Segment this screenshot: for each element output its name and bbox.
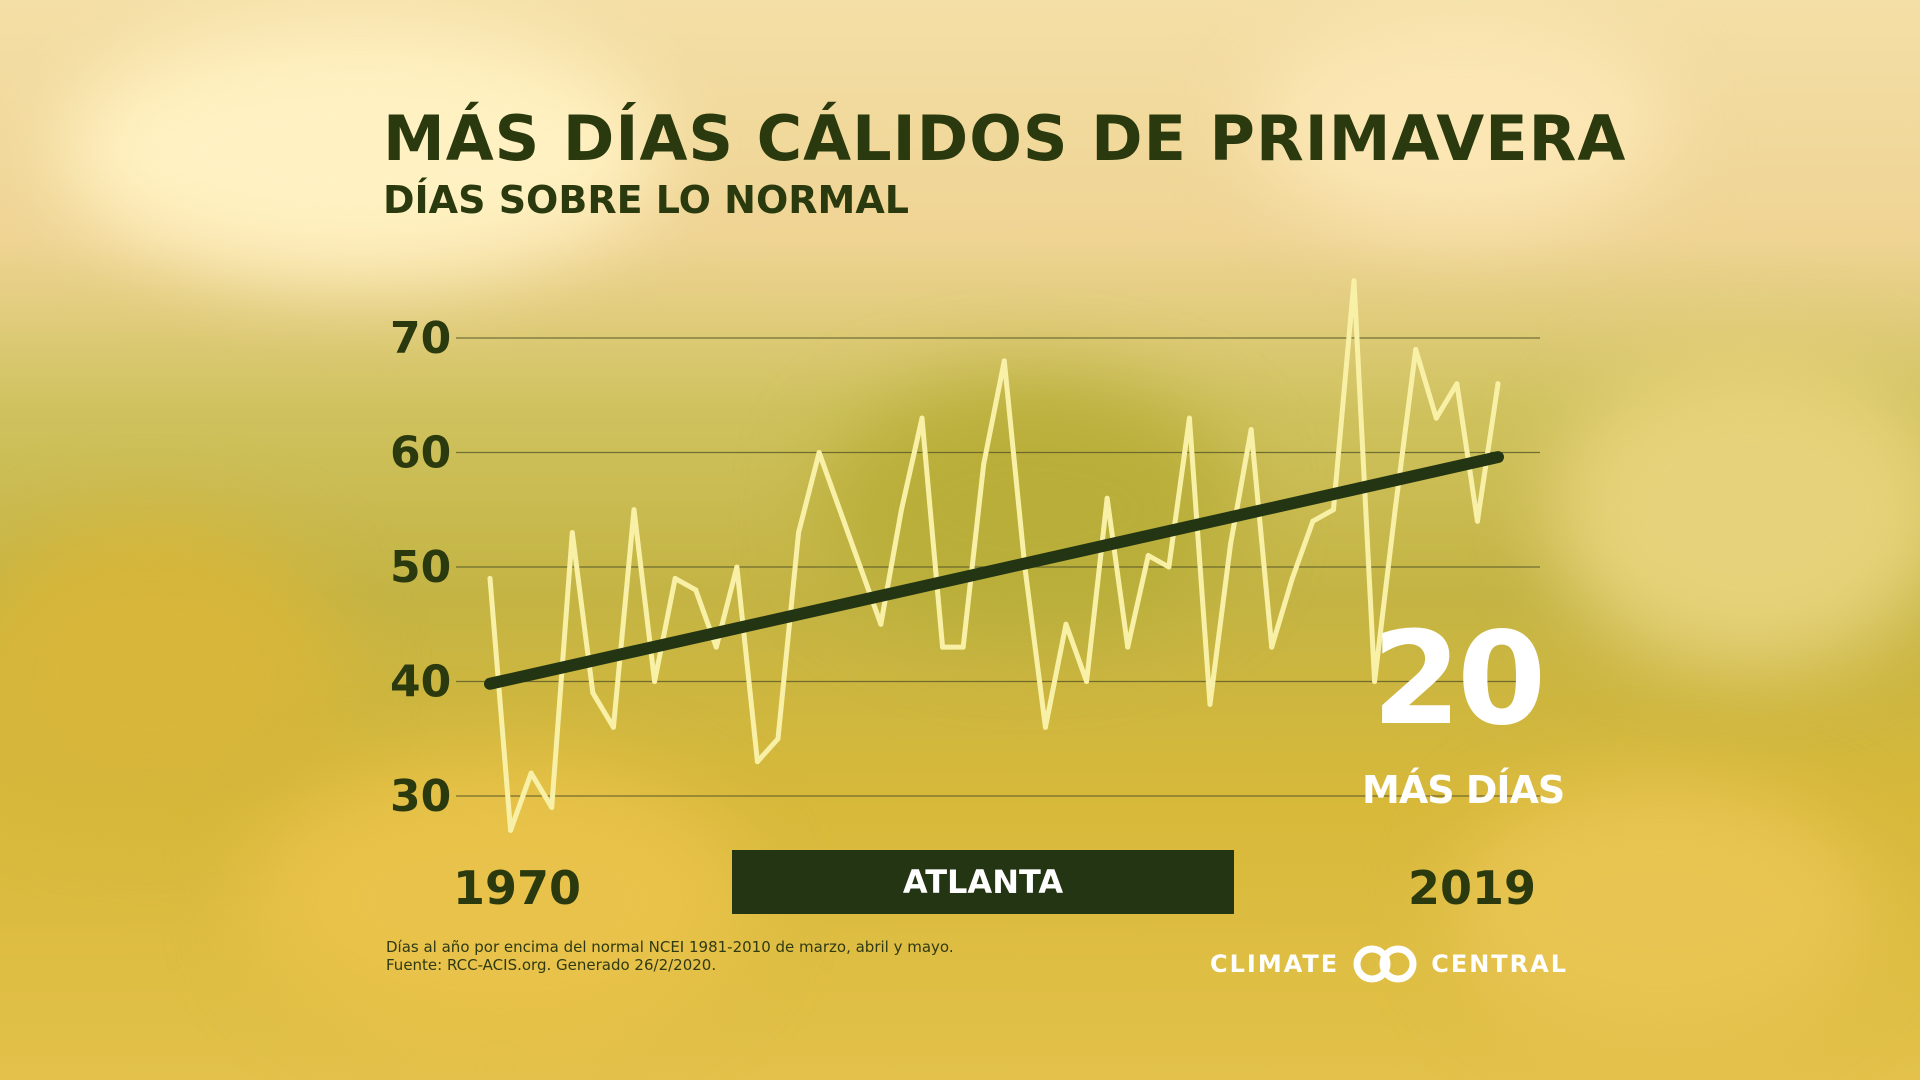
trend-line (484, 451, 1504, 690)
data-point (713, 644, 719, 650)
data-point (590, 690, 596, 696)
x-tick-label-end: 2019 (1408, 861, 1536, 915)
callout-number: 20 (1372, 605, 1546, 754)
data-point (528, 770, 534, 776)
footnote-line-1: Días al año por encima del normal NCEI 1… (386, 938, 954, 956)
data-point (775, 736, 781, 742)
footnote: Días al año por encima del normal NCEI 1… (386, 938, 954, 974)
data-point (1413, 346, 1419, 352)
data-point (693, 587, 699, 593)
data-point (1186, 415, 1192, 421)
data-point (1042, 724, 1048, 730)
series-line (487, 278, 1501, 833)
data-point (1495, 381, 1501, 387)
data-point (1125, 644, 1131, 650)
chart-title: MÁS DÍAS CÁLIDOS DE PRIMAVERA (383, 102, 1627, 175)
x-tick-label-start: 1970 (453, 861, 581, 915)
data-point (919, 415, 925, 421)
data-point (1104, 495, 1110, 501)
data-point (672, 575, 678, 581)
climate-central-rings-icon (1353, 945, 1417, 983)
data-point (837, 507, 843, 513)
logo-text-left: CLIMATE (1210, 950, 1340, 978)
data-point (1063, 621, 1069, 627)
data-point (1454, 381, 1460, 387)
data-point (816, 450, 822, 455)
data-point (960, 644, 966, 650)
y-tick-label: 40 (390, 657, 451, 708)
data-point (754, 759, 760, 765)
data-point (652, 679, 658, 684)
data-point (1248, 427, 1254, 433)
data-point (1330, 507, 1336, 513)
data-point (1474, 518, 1480, 524)
data-point (1228, 541, 1234, 547)
data-point (610, 724, 616, 730)
data-point (878, 621, 884, 627)
data-point (857, 564, 863, 570)
data-point (734, 564, 740, 570)
data-point (1433, 415, 1439, 421)
data-point (549, 804, 555, 810)
chart-subtitle: DÍAS SOBRE LO NORMAL (383, 178, 909, 222)
location-label: ATLANTA (732, 850, 1234, 914)
data-point (796, 530, 802, 536)
data-point (1084, 679, 1090, 684)
data-point (1372, 679, 1378, 684)
data-point (569, 530, 575, 536)
data-point (1310, 518, 1316, 524)
footnote-line-2: Fuente: RCC-ACIS.org. Generado 26/2/2020… (386, 956, 717, 974)
data-point (508, 827, 514, 833)
data-point (1207, 701, 1213, 707)
y-tick-label: 70 (390, 313, 451, 364)
data-point (1351, 278, 1357, 284)
y-tick-label: 50 (390, 542, 451, 593)
climate-central-logo: CLIMATE CENTRAL (1210, 944, 1568, 984)
data-point (898, 507, 904, 513)
y-tick-label: 30 (390, 771, 451, 822)
data-point (631, 507, 637, 513)
callout-label: MÁS DÍAS (1362, 768, 1565, 812)
data-point (940, 644, 946, 650)
data-point (1001, 358, 1007, 364)
data-point (1166, 564, 1172, 570)
logo-text-right: CENTRAL (1431, 950, 1569, 978)
y-tick-label: 60 (390, 428, 451, 479)
data-point (487, 575, 493, 581)
data-point (1392, 507, 1398, 513)
data-point (1289, 575, 1295, 581)
data-point (1269, 644, 1275, 650)
data-point (1145, 553, 1151, 559)
data-point (981, 461, 987, 467)
